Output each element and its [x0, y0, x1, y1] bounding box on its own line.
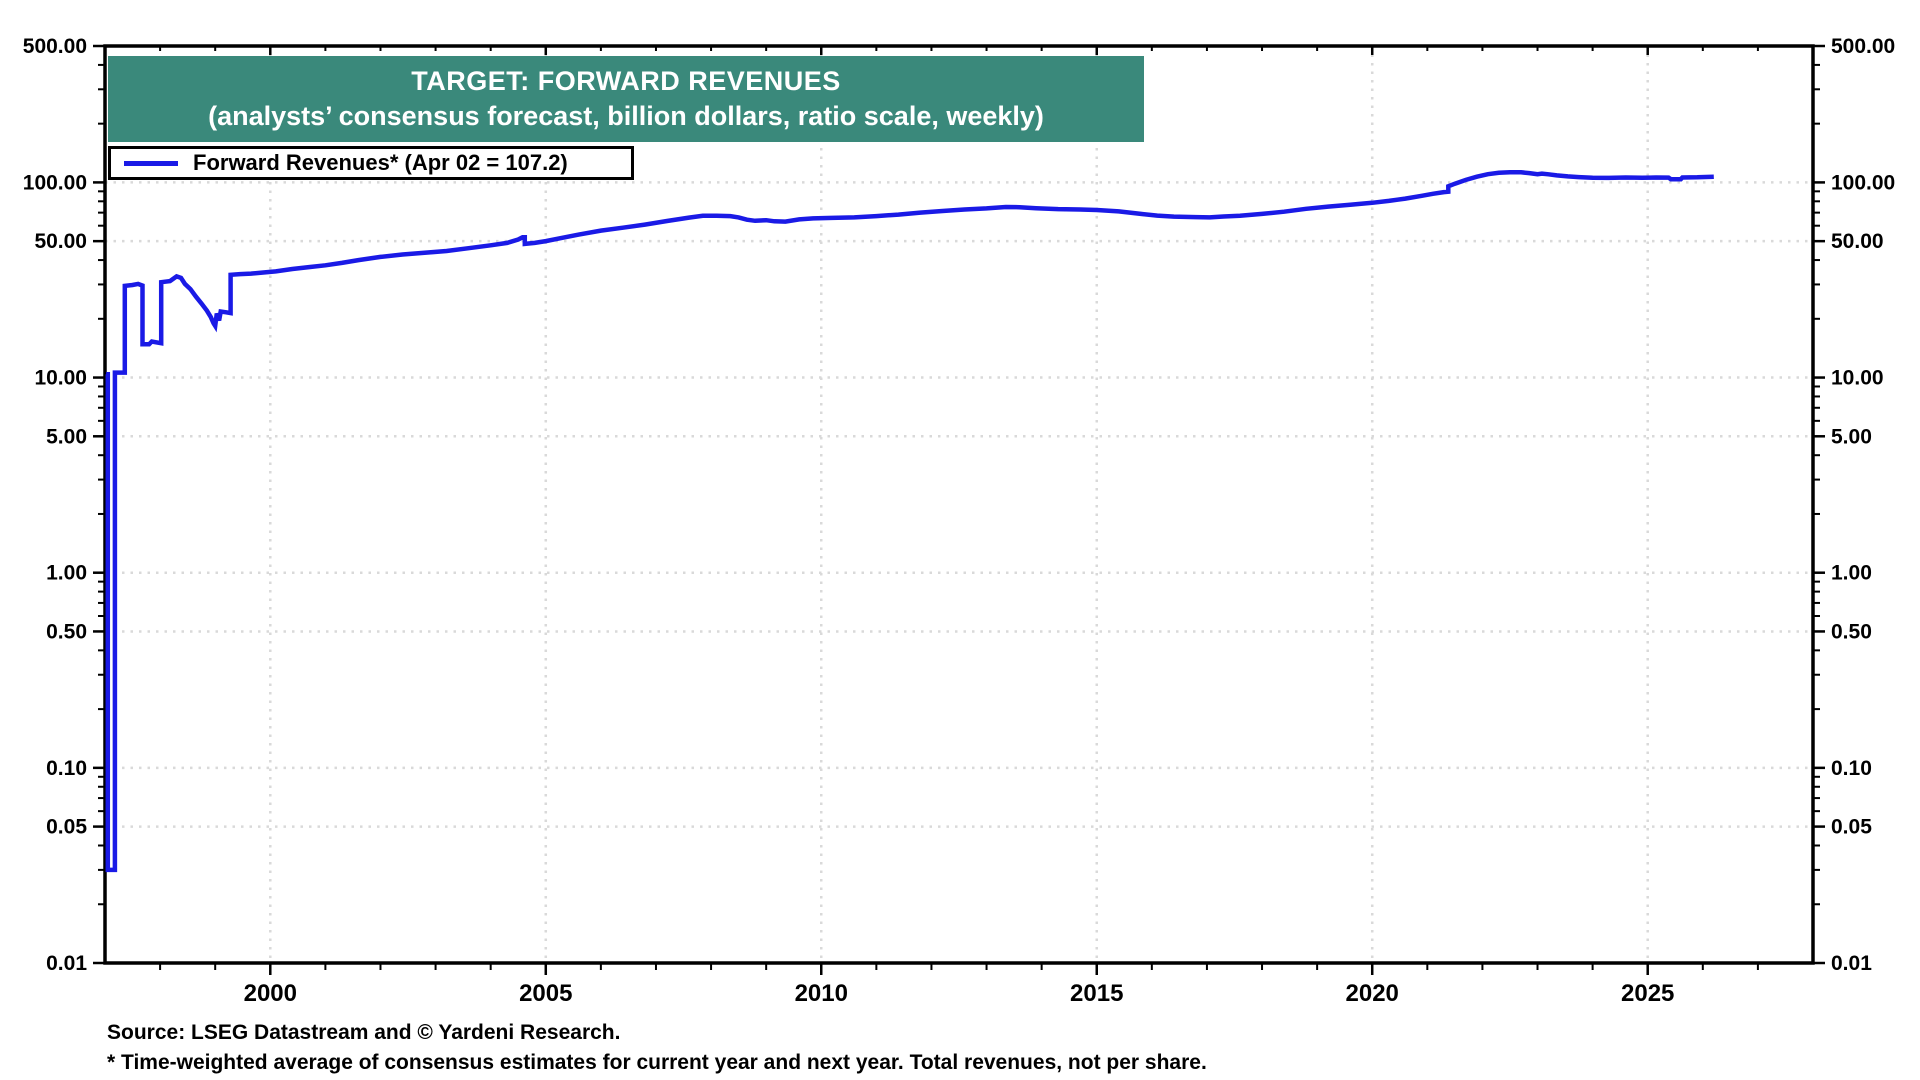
y-axis-tick-label: 100.00	[1831, 171, 1895, 194]
y-axis-tick-label: 10.00	[34, 367, 87, 390]
chart-subtitle: (analysts’ consensus forecast, billion d…	[208, 100, 1044, 131]
y-axis-tick-label: 0.10	[46, 757, 87, 780]
plot-border	[103, 44, 1815, 965]
y-axis-tick-label: 0.01	[46, 952, 87, 975]
chart-title: TARGET: FORWARD REVENUES	[411, 65, 841, 96]
x-axis-tick-label: 2025	[1621, 980, 1674, 1007]
legend-label: Forward Revenues* (Apr 02 = 107.2)	[193, 150, 568, 175]
y-axis-tick-label: 5.00	[46, 425, 87, 448]
footnote: * Time-weighted average of consensus est…	[107, 1051, 1207, 1074]
x-axis-tick-label: 2005	[519, 980, 572, 1007]
y-axis-tick-label: 1.00	[46, 562, 87, 585]
revenue-line-series	[105, 169, 1714, 873]
y-axis-tick-label: 100.00	[23, 171, 87, 194]
x-axis-tick-label: 2015	[1070, 980, 1123, 1007]
y-axis-tick-label: 0.05	[46, 816, 87, 839]
y-axis-tick-label: 50.00	[1831, 230, 1884, 253]
source-attribution: Source: LSEG Datastream and © Yardeni Re…	[107, 1021, 621, 1044]
y-axis-tick-label: 500.00	[1831, 35, 1895, 58]
y-axis-tick-label: 0.10	[1831, 757, 1872, 780]
legend-line-swatch	[124, 160, 178, 166]
y-axis-tick-label: 0.50	[1831, 620, 1872, 643]
y-axis-tick-label: 10.00	[1831, 367, 1884, 390]
y-axis-tick-label: 5.00	[1831, 425, 1872, 448]
x-axis-tick-label: 2020	[1346, 980, 1399, 1007]
y-axis-tick-label: 50.00	[34, 230, 87, 253]
y-axis-tick-label: 1.00	[1831, 562, 1872, 585]
legend: Forward Revenues* (Apr 02 = 107.2)	[108, 146, 634, 180]
y-axis-tick-label: 0.05	[1831, 816, 1872, 839]
y-axis-tick-label: 500.00	[23, 35, 87, 58]
y-axis-tick-label: 0.01	[1831, 952, 1872, 975]
x-axis-tick-label: 2000	[244, 980, 297, 1007]
x-axis-tick-label: 2010	[795, 980, 848, 1007]
chart-title-box: TARGET: FORWARD REVENUES (analysts’ cons…	[108, 56, 1144, 142]
y-axis-tick-label: 0.50	[46, 620, 87, 643]
